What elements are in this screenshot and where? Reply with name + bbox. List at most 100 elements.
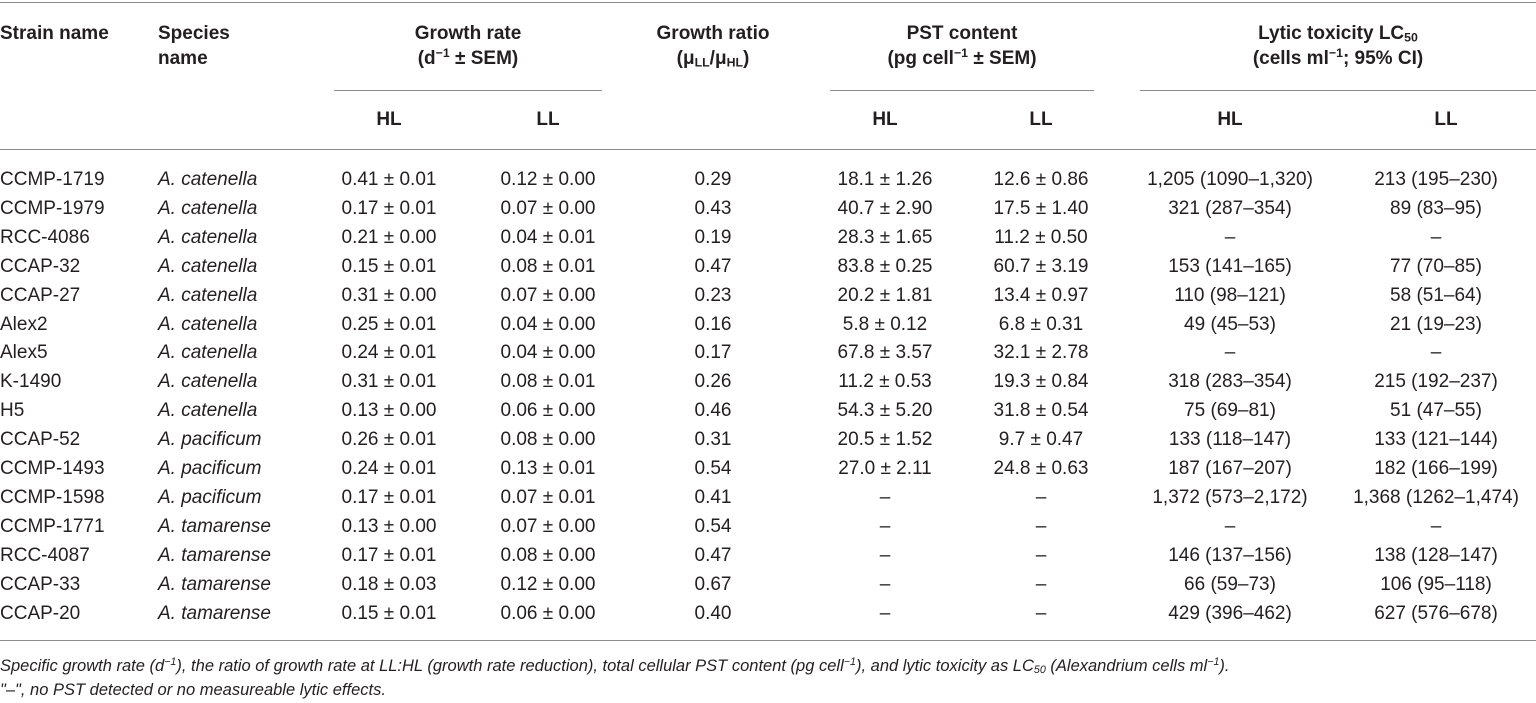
- cell-pst-hl: 83.8 ± 0.25: [837, 255, 933, 277]
- cell-species: A. pacificum: [158, 429, 262, 451]
- cell-gr-hl: 0.21 ± 0.00: [341, 226, 437, 248]
- cell-ratio: 0.19: [694, 226, 732, 248]
- cell-species: A. tamarense: [158, 515, 271, 537]
- cell-lc-hl: 75 (69–81): [1184, 400, 1276, 422]
- cell-species: A. catenella: [158, 371, 258, 393]
- cell-lc-hl: 49 (45–53): [1184, 313, 1276, 335]
- cell-lc-ll: 58 (51–64): [1390, 284, 1482, 306]
- cell-species: A. catenella: [158, 169, 258, 190]
- cell-pst-hl: 20.2 ± 1.81: [837, 284, 933, 306]
- cell-lc-ll: 77 (70–85): [1390, 255, 1482, 277]
- cell-gr-hl: 0.17 ± 0.01: [341, 486, 437, 508]
- header-growth-hl: HL: [376, 109, 402, 130]
- cell-strain: Alex2: [0, 313, 48, 335]
- cell-lc-ll: 21 (19–23): [1390, 313, 1482, 335]
- cell-pst-hl: 18.1 ± 1.26: [837, 169, 933, 190]
- cell-ratio: 0.54: [694, 515, 732, 537]
- cell-lc-hl: 146 (137–156): [1168, 544, 1292, 566]
- cell-lc-hl: –: [1224, 226, 1236, 248]
- lytic-group-rule: [1140, 90, 1536, 91]
- cell-strain: CCAP-27: [0, 284, 81, 306]
- cell-pst-hl: 54.3 ± 5.20: [837, 400, 933, 422]
- cell-pst-hl: 27.0 ± 2.11: [838, 458, 932, 479]
- header-species-name: Species name: [158, 23, 230, 69]
- cell-strain: CCMP-1493: [0, 458, 105, 479]
- cell-strain: CCAP-33: [0, 573, 81, 595]
- cell-pst-ll: 17.5 ± 1.40: [993, 197, 1089, 219]
- cell-gr-ll: 0.08 ± 0.01: [500, 255, 596, 277]
- cell-lc-ll: –: [1430, 226, 1442, 248]
- header-growth-ratio: Growth ratio (μLL/μHL): [656, 23, 770, 70]
- header-pst-ll: LL: [1029, 109, 1053, 130]
- cell-species: A. catenella: [158, 342, 258, 364]
- cell-species: A. catenella: [158, 400, 258, 422]
- cell-lc-hl: 153 (141–165): [1168, 255, 1292, 277]
- cell-pst-ll: 24.8 ± 0.63: [993, 458, 1089, 479]
- cell-gr-ll: 0.12 ± 0.00: [500, 169, 596, 190]
- header-lytic-toxicity: Lytic toxicity LC50 (cells ml−1; 95% CI): [1252, 23, 1424, 69]
- cell-strain: Alex5: [0, 342, 48, 364]
- cell-lc-ll: 182 (166–199): [1374, 458, 1498, 479]
- cell-ratio: 0.23: [694, 284, 732, 306]
- cell-lc-hl: 318 (283–354): [1168, 371, 1292, 393]
- cell-lc-hl: 321 (287–354): [1168, 197, 1292, 219]
- cell-strain: RCC-4087: [0, 544, 90, 566]
- cell-ratio: 0.16: [694, 313, 732, 335]
- cell-pst-ll: 13.4 ± 0.97: [993, 284, 1089, 306]
- cell-pst-hl: 40.7 ± 2.90: [837, 197, 933, 219]
- cell-strain: H5: [0, 400, 25, 422]
- cell-species: A. catenella: [158, 226, 258, 248]
- cell-lc-ll: 138 (128–147): [1374, 544, 1498, 566]
- cell-strain: CCMP-1719: [0, 169, 105, 190]
- cell-species: A. tamarense: [158, 544, 271, 566]
- cell-gr-hl: 0.17 ± 0.01: [341, 544, 437, 566]
- cell-lc-hl: 1,372 (573–2,172): [1152, 486, 1308, 508]
- cell-pst-hl: 28.3 ± 1.65: [837, 226, 933, 248]
- cell-strain: CCAP-32: [0, 255, 81, 277]
- cell-ratio: 0.43: [694, 197, 732, 219]
- cell-gr-hl: 0.41 ± 0.01: [341, 169, 437, 190]
- cell-strain: CCMP-1771: [0, 515, 105, 537]
- cell-pst-ll: 11.2 ± 0.50: [994, 226, 1088, 248]
- cell-ratio: 0.54: [694, 458, 732, 479]
- table-top-rule: [0, 2, 1536, 3]
- cell-gr-ll: 0.08 ± 0.00: [500, 544, 596, 566]
- cell-gr-ll: 0.07 ± 0.00: [500, 515, 596, 537]
- cell-lc-hl: 110 (98–121): [1174, 284, 1286, 306]
- cell-pst-hl: 67.8 ± 3.57: [837, 342, 933, 364]
- cell-lc-ll: 1,368 (1262–1,474): [1353, 486, 1519, 508]
- cell-ratio: 0.26: [694, 371, 732, 393]
- cell-strain: CCMP-1598: [0, 486, 105, 508]
- cell-gr-ll: 0.13 ± 0.01: [500, 458, 596, 479]
- cell-pst-hl: –: [879, 486, 891, 508]
- cell-lc-ll: 213 (195–230): [1374, 169, 1498, 190]
- cell-gr-ll: 0.08 ± 0.01: [500, 371, 596, 393]
- cell-pst-hl: 5.8 ± 0.12: [842, 313, 928, 335]
- cell-lc-ll: 215 (192–237): [1374, 371, 1498, 393]
- cell-gr-hl: 0.24 ± 0.01: [341, 342, 437, 364]
- table-bottom-rule: [0, 640, 1536, 641]
- cell-gr-ll: 0.06 ± 0.00: [500, 400, 596, 422]
- cell-ratio: 0.46: [694, 400, 732, 422]
- cell-lc-ll: 627 (576–678): [1374, 602, 1498, 624]
- cell-pst-ll: 19.3 ± 0.84: [993, 371, 1089, 393]
- cell-gr-ll: 0.06 ± 0.00: [500, 602, 596, 624]
- cell-ratio: 0.47: [694, 544, 732, 566]
- header-growth-rate: Growth rate (d−1 ± SEM): [414, 23, 522, 69]
- cell-species: A. pacificum: [158, 458, 262, 479]
- cell-lc-ll: 89 (83–95): [1390, 197, 1482, 219]
- cell-gr-ll: 0.07 ± 0.00: [500, 197, 596, 219]
- cell-pst-hl: –: [879, 573, 891, 595]
- cell-species: A. catenella: [158, 313, 258, 335]
- header-lytic-ll: LL: [1434, 109, 1458, 130]
- cell-pst-ll: –: [1035, 573, 1047, 595]
- cell-ratio: 0.41: [694, 486, 732, 508]
- cell-species: A. pacificum: [158, 486, 262, 508]
- cell-lc-hl: –: [1224, 515, 1236, 537]
- cell-pst-hl: –: [879, 544, 891, 566]
- header-bottom-rule: [0, 149, 1536, 150]
- cell-lc-ll: 133 (121–144): [1374, 429, 1498, 451]
- cell-gr-hl: 0.15 ± 0.01: [341, 255, 437, 277]
- cell-strain: CCMP-1979: [0, 197, 105, 219]
- cell-gr-ll: 0.04 ± 0.00: [500, 313, 596, 335]
